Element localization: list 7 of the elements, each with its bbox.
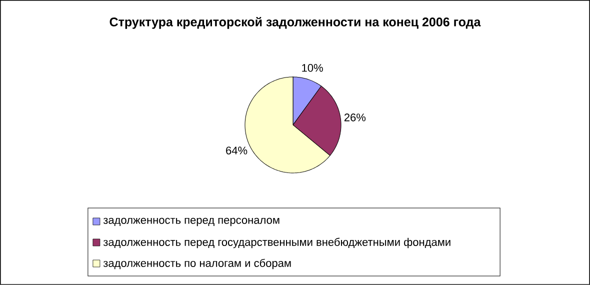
data-label: 26%: [344, 114, 366, 122]
data-label: 64%: [226, 146, 248, 154]
legend-label: задолженность перед государственными внебюджетными фондами: [103, 238, 450, 248]
legend-label: задолженность перед персоналом: [103, 218, 280, 226]
data-label: 10%: [302, 64, 323, 72]
chart-title: Структура кредиторской задолженности на конец 2006 года: [110, 17, 481, 29]
legend-label: задолженность по налогам и сборам: [103, 258, 291, 270]
